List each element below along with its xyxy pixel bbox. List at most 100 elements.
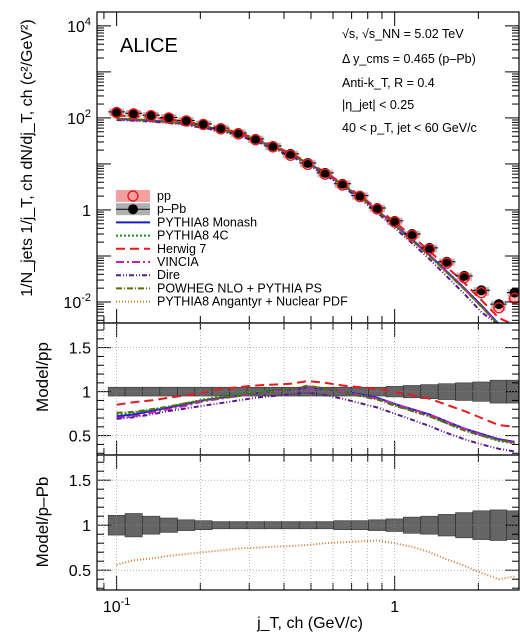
legend-label: p–Pb <box>157 202 186 216</box>
legend-label: PYTHIA8 Angantyr + Nuclear PDF <box>157 295 348 309</box>
pp-point <box>302 158 314 171</box>
pp-point <box>458 271 470 284</box>
pp-point <box>508 292 519 305</box>
pp-point <box>336 179 349 191</box>
ratio-uncertainty-box <box>437 383 456 400</box>
y-tick-label: 0.5 <box>69 429 91 446</box>
legend-label: PYTHIA8 Monash <box>157 215 257 229</box>
panel-0-ticks <box>97 11 519 323</box>
pp-point <box>354 190 366 203</box>
ppb-point <box>372 203 383 214</box>
ratio-uncertainty-box <box>159 386 178 397</box>
legend-entry: VINCIA <box>116 255 199 269</box>
pp-point <box>127 108 140 120</box>
legend-label: VINCIA <box>157 255 199 269</box>
legend-label: Dire <box>157 268 180 282</box>
ppb-point <box>163 112 174 123</box>
info-line-rapidity: Δ y_cms = 0.465 (p–Pb) <box>342 52 476 66</box>
legend-label: PYTHIA8 4C <box>157 229 229 243</box>
x-tick-label: 10-1 <box>103 596 131 616</box>
x-axis-label: j_T, ch (GeV/c) <box>256 615 363 632</box>
ppb-point <box>233 128 244 139</box>
ratio-uncertainty-box <box>281 521 300 530</box>
ppb-point <box>476 285 487 296</box>
ppb-point <box>181 115 192 126</box>
ppb-point <box>509 287 519 298</box>
pp-point <box>163 112 175 124</box>
pp-point <box>249 134 262 146</box>
y-tick-label: 1 <box>82 203 91 220</box>
ppb-point <box>128 108 139 119</box>
legend-entry: POWHEG NLO + PYTHIA PS <box>116 281 322 295</box>
pp-point <box>371 203 383 215</box>
ratio-curve <box>116 380 515 428</box>
y-tick-label: 1 <box>82 385 91 402</box>
info-line-algorithm: Anti-k_T, R = 0.4 <box>342 76 435 90</box>
legend-entry: PYTHIA8 Monash <box>116 215 257 229</box>
pp-point <box>388 216 401 228</box>
ratio-uncertainty-box <box>177 519 196 531</box>
x-tick-label: 1 <box>390 599 399 616</box>
pp-point <box>493 302 505 314</box>
ratio-uncertainty-box <box>194 520 213 531</box>
y-tick-label: 102 <box>67 108 91 128</box>
legend-pp-swatch <box>116 190 150 202</box>
info-line-energy: √s, √s_NN = 5.02 TeV <box>342 27 464 41</box>
info-line-pt: 40 < p_T, jet < 60 GeV/c <box>342 121 477 135</box>
pp-point <box>475 286 488 299</box>
pp-point <box>441 257 453 269</box>
ratio-ppb-y-axis-label: Model/p–Pb <box>33 477 52 568</box>
ratio-uncertainty-box <box>455 512 474 539</box>
pp-point <box>215 123 227 135</box>
pp-point <box>319 168 331 180</box>
panel-plot-area <box>108 106 519 323</box>
ppb-point <box>267 141 278 152</box>
ppb-point <box>198 118 209 129</box>
panel-frame <box>96 454 520 591</box>
ppb-point <box>215 123 226 134</box>
pp-point <box>197 118 210 131</box>
ratio-uncertainty-box <box>263 521 283 530</box>
info-block: √s, √s_NN = 5.02 TeV Δ y_cms = 0.465 (p–… <box>342 27 477 135</box>
y-tick-label: 104 <box>67 16 91 36</box>
ppb-point <box>146 110 157 121</box>
legend-entry: p–Pb <box>116 202 186 216</box>
y-tick-label: 1.5 <box>69 341 91 358</box>
legend-entry: PYTHIA8 Angantyr + Nuclear PDF <box>116 295 348 309</box>
ppb-point <box>111 106 122 117</box>
y-tick-label: 10-2 <box>63 292 91 312</box>
legend-ppb-marker <box>128 204 138 215</box>
pp-point <box>406 229 418 242</box>
legend-entry: PYTHIA8 4C <box>116 229 229 243</box>
info-line-eta: |η_jet| < 0.25 <box>342 98 414 112</box>
ratio-uncertainty-box <box>333 520 352 531</box>
legend-label: Herwig 7 <box>157 242 206 256</box>
legend-entry: Dire <box>116 268 180 282</box>
ratio-curve <box>116 387 515 444</box>
panels: 10-2 1 102 104 0.5 1 1.5 0.5 1 1.5 10-1 1 <box>63 11 520 616</box>
ppb-point <box>354 190 365 201</box>
y-tick-label: 1 <box>82 518 91 535</box>
pp-point <box>423 243 436 255</box>
experiment-label: ALICE <box>120 35 178 57</box>
legend-pp-marker <box>127 190 139 202</box>
ratio-uncertainty-box <box>489 379 508 404</box>
pp-point <box>180 115 192 127</box>
ratio-uncertainty-box <box>420 515 439 535</box>
ratio-curve <box>116 384 515 444</box>
legend-label: pp <box>157 189 171 203</box>
ratio-uncertainty-box <box>455 382 474 401</box>
pp-point <box>284 149 297 161</box>
ratio-uncertainty-box <box>437 514 456 537</box>
ratio-curve <box>116 391 515 453</box>
panel-1-ticks <box>97 323 519 455</box>
ratio-pp-y-axis-label: Model/pp <box>33 342 52 412</box>
ratio-uncertainty-box <box>368 519 387 531</box>
pp-point <box>267 141 279 153</box>
pp-syst-box <box>507 295 519 302</box>
ratio-uncertainty-box <box>159 517 178 533</box>
ratio-uncertainty-box <box>489 509 508 541</box>
pp-point <box>145 109 157 122</box>
